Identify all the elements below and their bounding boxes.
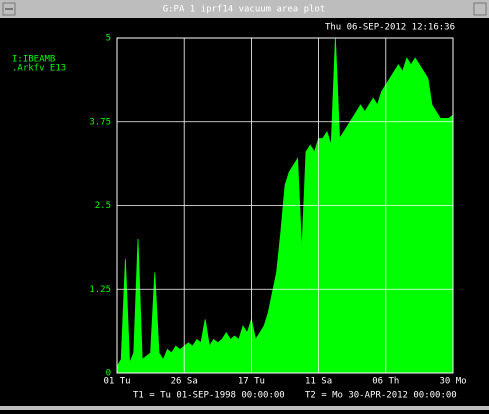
device-label: .Arkfv E13 [12, 64, 66, 74]
t1-label: T1 = Tu 01-SEP-1998 00:00:00 [133, 391, 285, 401]
x-tick-label: 17 Tu [238, 377, 265, 387]
x-tick-label: 11 Sa [305, 377, 332, 387]
plot-frame [116, 37, 454, 374]
window-title: G:PA 1 iprf14 vacuum area plot [163, 5, 326, 15]
x-tick-label: 30 Mo [439, 377, 466, 387]
minimize-button[interactable] [473, 2, 487, 16]
x-tick-label: 26 Sa [171, 377, 198, 387]
x-tick-label: 06 Th [372, 377, 399, 387]
timestamp: Thu 06-SEP-2012 12:16:36 [325, 23, 455, 33]
y-tick-label: 5 [106, 34, 111, 44]
x-tick-label: 01 Tu [103, 377, 130, 387]
bottom-border [0, 406, 489, 410]
y-tick-label: 1.25 [89, 285, 111, 295]
title-bar [0, 0, 489, 18]
y-tick-label: 3.75 [89, 117, 111, 127]
y-tick-label: 2.5 [95, 201, 111, 211]
device-label: I:IBEAMB [12, 55, 55, 65]
t2-label: T2 = Mo 30-APR-2012 00:00:00 [305, 391, 457, 401]
y-tick-label: 0 [106, 369, 111, 379]
